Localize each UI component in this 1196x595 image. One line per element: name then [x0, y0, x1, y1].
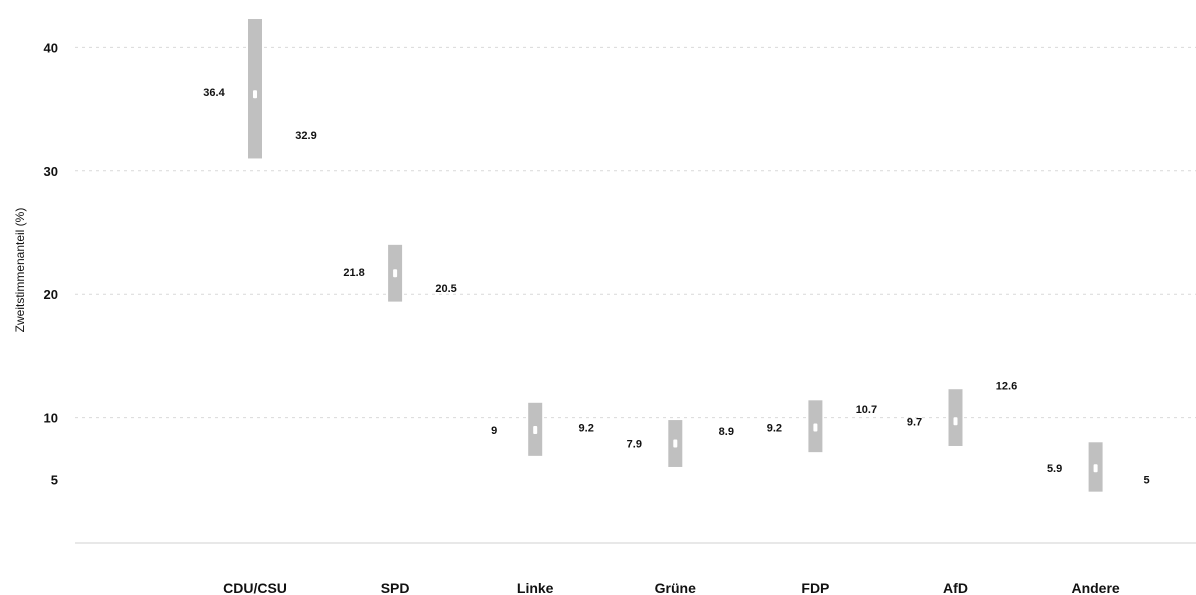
median-marker: [673, 439, 678, 448]
data-label-left: 5.9: [1047, 463, 1062, 475]
category-label: Grüne: [655, 580, 696, 595]
data-label-right: 12.6: [996, 381, 1017, 393]
median-marker: [393, 269, 398, 278]
median-marker: [253, 90, 257, 99]
range-bar: [248, 19, 262, 159]
data-label-left: 7.9: [627, 439, 642, 451]
y-axis-ticks: 5 10 20 30 40: [44, 40, 58, 487]
data-label-right: 20.5: [435, 283, 456, 295]
gridlines: [75, 46, 1196, 419]
data-label-right: 32.9: [295, 130, 316, 142]
data-label-right: 9.2: [579, 422, 594, 434]
x-axis-categories: CDU/CSU SPD Linke Grüne FDP AfD Andere: [223, 580, 1120, 595]
median-marker: [953, 417, 958, 426]
data-label-right: 10.7: [856, 404, 877, 416]
range-bars: [248, 19, 1103, 492]
y-tick-label: 10: [44, 411, 58, 426]
data-labels: 36.4 32.9 21.8 20.5 9 9.2 7.9 8.9 9.2 10.7 9.7 12.6…: [203, 87, 1149, 486]
median-marker: [1093, 464, 1098, 473]
y-tick-label: 30: [44, 164, 58, 179]
data-label-left: 9.7: [907, 416, 922, 428]
category-label: Linke: [517, 580, 554, 595]
category-label: SPD: [381, 580, 410, 595]
data-label-right: 5: [1144, 474, 1150, 486]
y-tick-label: 40: [44, 40, 58, 55]
y-axis-title: Zweitstimmenanteil (%): [13, 208, 27, 333]
y-tick-label: 5: [51, 472, 58, 487]
data-label-right: 8.9: [719, 426, 734, 438]
data-label-left: 9.2: [767, 422, 782, 434]
category-label: CDU/CSU: [223, 580, 287, 595]
median-marker: [533, 425, 538, 434]
category-label: AfD: [943, 580, 968, 595]
data-label-left: 36.4: [203, 87, 225, 99]
median-marker: [813, 423, 818, 432]
data-label-left: 9: [491, 425, 497, 437]
data-label-left: 21.8: [343, 267, 364, 279]
y-tick-label: 20: [44, 287, 58, 302]
category-label: FDP: [801, 580, 829, 595]
category-label: Andere: [1071, 580, 1119, 595]
